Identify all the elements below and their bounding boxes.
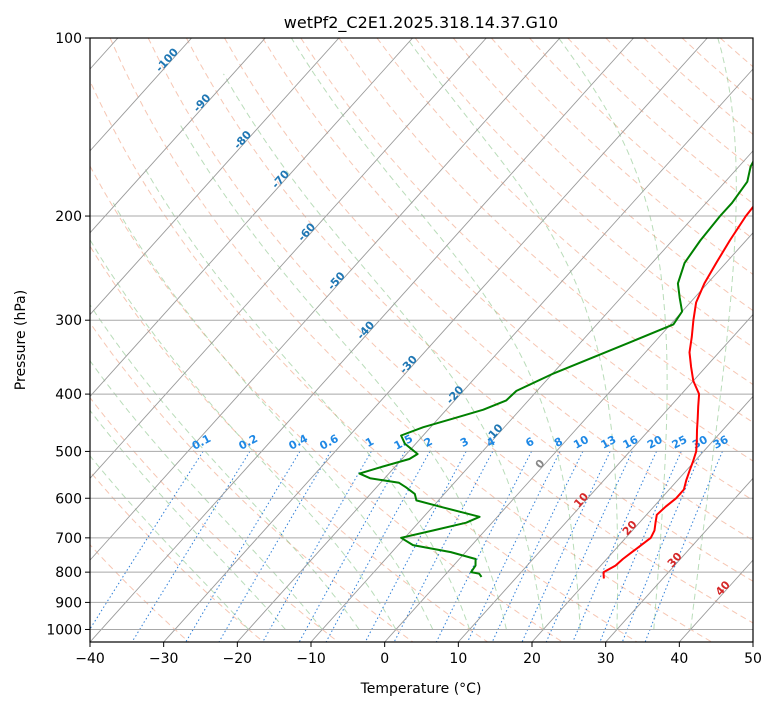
- x-tick-label: 20: [523, 651, 541, 667]
- chart-title: wetPf2_C2E1.2025.318.14.37.G10: [284, 13, 558, 33]
- x-tick-label: 40: [670, 651, 688, 667]
- y-tick-label: 800: [55, 565, 82, 581]
- x-tick-label: −30: [149, 651, 179, 667]
- x-tick-label: −40: [75, 651, 105, 667]
- y-tick-label: 1000: [46, 622, 82, 638]
- y-tick-label: 600: [55, 491, 82, 507]
- y-tick-label: 700: [55, 531, 82, 547]
- x-axis-title: Temperature (°C): [360, 681, 482, 697]
- x-tick-label: 30: [597, 651, 615, 667]
- x-tick-label: −20: [223, 651, 253, 667]
- y-tick-label: 200: [55, 209, 82, 225]
- y-axis-title: Pressure (hPa): [13, 290, 29, 390]
- y-tick-label: 300: [55, 313, 82, 329]
- y-tick-label: 400: [55, 387, 82, 403]
- y-tick-label: 900: [55, 595, 82, 611]
- y-tick-label: 500: [55, 444, 82, 460]
- x-tick-label: 10: [449, 651, 467, 667]
- x-tick-label: −10: [296, 651, 326, 667]
- x-tick-label: 50: [744, 651, 762, 667]
- x-tick-label: 0: [380, 651, 389, 667]
- y-tick-label: 100: [55, 31, 82, 47]
